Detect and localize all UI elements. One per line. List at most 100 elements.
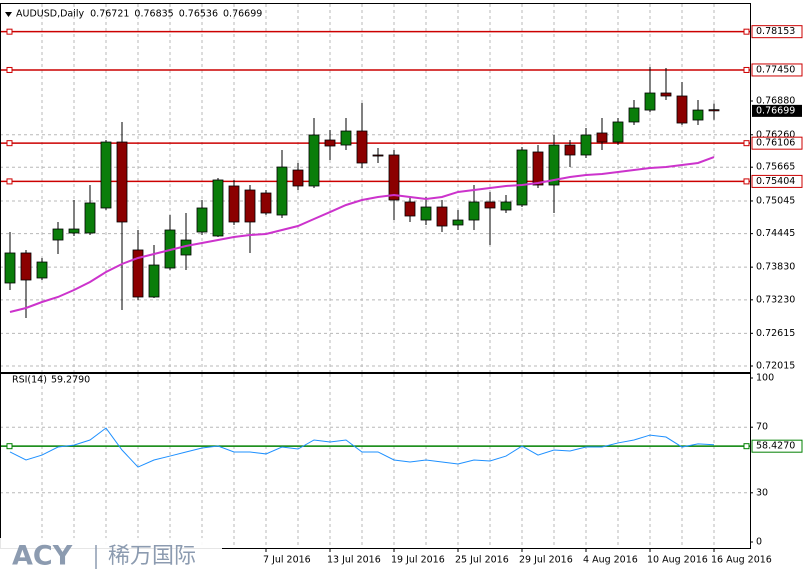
level-marker [6, 443, 13, 450]
level-label: 58.4270 [756, 441, 795, 452]
candle-body [4, 252, 16, 284]
candle-body [580, 134, 592, 156]
y-tick-label: 0.73230 [756, 294, 795, 305]
level-label-box [751, 63, 803, 77]
y-tick-label: 0.76880 [756, 96, 795, 107]
y-tick-label: 0.72015 [756, 361, 795, 372]
level-marker [6, 66, 13, 73]
level-label: 0.76106 [756, 138, 795, 149]
candle-body [292, 169, 304, 187]
y-tick-label: 0.72615 [756, 328, 795, 339]
candle-body [404, 201, 416, 217]
level-marker [743, 443, 750, 450]
rsi-panel-frame [0, 373, 751, 549]
x-tick-label: 16 Aug 2016 [711, 555, 772, 566]
candle-body [228, 185, 240, 223]
y-tick-label: 100 [756, 373, 774, 384]
y-tick-label: 0.74445 [756, 228, 795, 239]
candle-body [100, 141, 112, 209]
moving-average-line [9, 156, 715, 313]
candle-body [52, 228, 64, 241]
candle-body [148, 264, 160, 298]
candle-body [260, 192, 272, 214]
last-price-label: 0.76699 [756, 105, 795, 116]
candle-body [116, 141, 128, 223]
x-tick-label: 4 Aug 2016 [583, 555, 638, 566]
candle-body [628, 107, 640, 123]
candle-body [484, 201, 496, 209]
watermark: ACY 稀万国际 [0, 538, 222, 578]
level-marker [6, 178, 13, 185]
x-tick-label: 10 Aug 2016 [647, 555, 708, 566]
level-marker [743, 28, 750, 35]
level-marker [743, 178, 750, 185]
watermark-bg [0, 538, 222, 578]
x-tick-label: 7 Jul 2016 [263, 555, 311, 566]
overlay-layer: AUDUSD,Daily 0.76721 0.76835 0.76536 0.76699… [12, 9, 803, 566]
candle-body [356, 130, 368, 164]
candle-body [516, 149, 528, 206]
candle-body [644, 92, 656, 111]
indicator-title: RSI(14) [12, 375, 47, 386]
candle-body [708, 109, 720, 112]
level-marker [743, 66, 750, 73]
menu-arrow [5, 12, 12, 17]
candle-body [340, 130, 352, 146]
candle-body [276, 166, 288, 216]
x-tick-label: 25 Jul 2016 [455, 555, 509, 566]
ohlc-value: 0.76721 [90, 9, 129, 20]
level-label-box [751, 174, 803, 188]
candle-body [68, 228, 80, 234]
candle-body [132, 249, 144, 298]
level-label-box [751, 439, 803, 453]
ohlc-value: 0.76699 [223, 9, 262, 20]
candle-body [452, 219, 464, 226]
level-label-box [751, 136, 803, 150]
level-marker [6, 140, 13, 147]
candle-body [596, 132, 608, 143]
y-tick-label: 0.73830 [756, 262, 795, 273]
ohlc-value: 0.76536 [179, 9, 218, 20]
candle-body [372, 154, 384, 157]
level-label: 0.78153 [756, 26, 795, 37]
level-label: 0.77450 [756, 64, 795, 75]
candle-body [676, 95, 688, 124]
candle-body [308, 134, 320, 187]
candle-body [420, 206, 432, 221]
y-tick-label: 0.76260 [756, 129, 795, 140]
candle-body [196, 207, 208, 233]
last-price-box [752, 104, 802, 117]
candle-body [548, 144, 560, 186]
level-marker [6, 28, 13, 35]
watermark-brand: ACY [12, 541, 73, 572]
candle-body [532, 151, 544, 186]
watermark-name: 稀万国际 [108, 544, 196, 569]
candle-body [660, 92, 672, 97]
level-marker [743, 140, 750, 147]
candle-body [564, 144, 576, 156]
x-tick-label: 13 Jul 2016 [327, 555, 381, 566]
level-label-box [751, 25, 803, 39]
x-tick-label: 19 Jul 2016 [391, 555, 445, 566]
level-label: 0.75404 [756, 176, 795, 187]
ohlc-value: 0.76835 [134, 9, 173, 20]
candle-body [692, 109, 704, 121]
candle-body [436, 206, 448, 227]
candle-body [324, 139, 336, 147]
y-tick-label: 0.75665 [756, 162, 795, 173]
candle-body [84, 202, 96, 234]
candle-body [388, 154, 400, 201]
rsi-line [9, 427, 715, 468]
y-tick-label: 0.75045 [756, 195, 795, 206]
indicator-value: 59.2790 [51, 375, 90, 386]
y-tick-label: 0 [756, 537, 762, 548]
candle-body [612, 121, 624, 143]
x-tick-label: 29 Jul 2016 [519, 555, 573, 566]
candle-body [36, 261, 48, 279]
candle-body [212, 179, 224, 237]
chart-title: AUDUSD,Daily [16, 9, 85, 20]
candle-body [500, 201, 512, 211]
candle-body [244, 189, 256, 223]
